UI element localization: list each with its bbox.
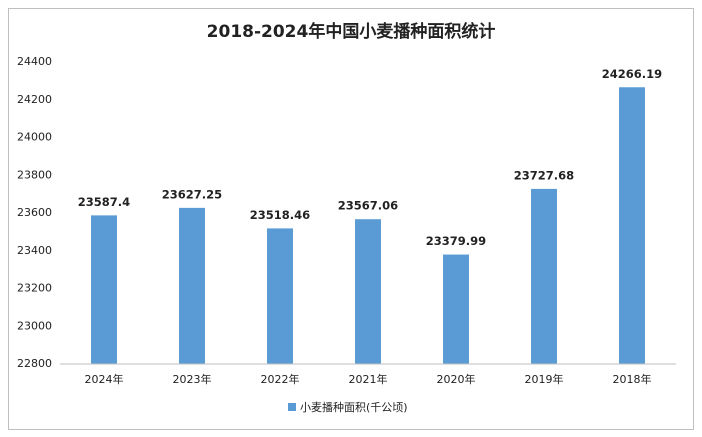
x-tick-label: 2020年 (437, 372, 476, 386)
y-tick-label: 23600 (17, 206, 52, 219)
value-label: 23627.25 (162, 187, 222, 201)
legend-label: 小麦播种面积(千公顷) (300, 400, 408, 414)
x-tick-label: 2018年 (613, 372, 652, 386)
value-label: 24266.19 (602, 67, 662, 81)
x-tick-label: 2024年 (85, 372, 124, 386)
bar (443, 254, 469, 364)
y-tick-label: 24200 (17, 93, 52, 106)
value-label: 23567.06 (338, 199, 398, 213)
legend-swatch (288, 403, 296, 411)
chart-title: 2018-2024年中国小麦播种面积统计 (207, 21, 496, 42)
y-tick-label: 23800 (17, 168, 52, 181)
value-label: 23379.99 (426, 234, 486, 248)
y-tick-label: 23200 (17, 282, 52, 295)
y-tick-label: 23000 (17, 319, 52, 332)
y-tick-label: 24400 (17, 55, 52, 68)
chart-border (8, 8, 694, 430)
x-tick-label: 2022年 (261, 372, 300, 386)
bar (355, 219, 381, 364)
y-tick-label: 23400 (17, 244, 52, 257)
value-label: 23727.68 (514, 168, 574, 182)
bar (267, 228, 293, 364)
bar (619, 87, 645, 364)
x-tick-label: 2019年 (525, 372, 564, 386)
bar (179, 207, 205, 364)
x-tick-label: 2021年 (349, 372, 388, 386)
value-label: 23518.46 (250, 208, 310, 222)
x-tick-label: 2023年 (173, 372, 212, 386)
bar (531, 188, 557, 364)
bar (91, 215, 117, 364)
y-tick-label: 22800 (17, 357, 52, 370)
value-label: 23587.4 (78, 195, 130, 209)
y-tick-label: 24000 (17, 131, 52, 144)
